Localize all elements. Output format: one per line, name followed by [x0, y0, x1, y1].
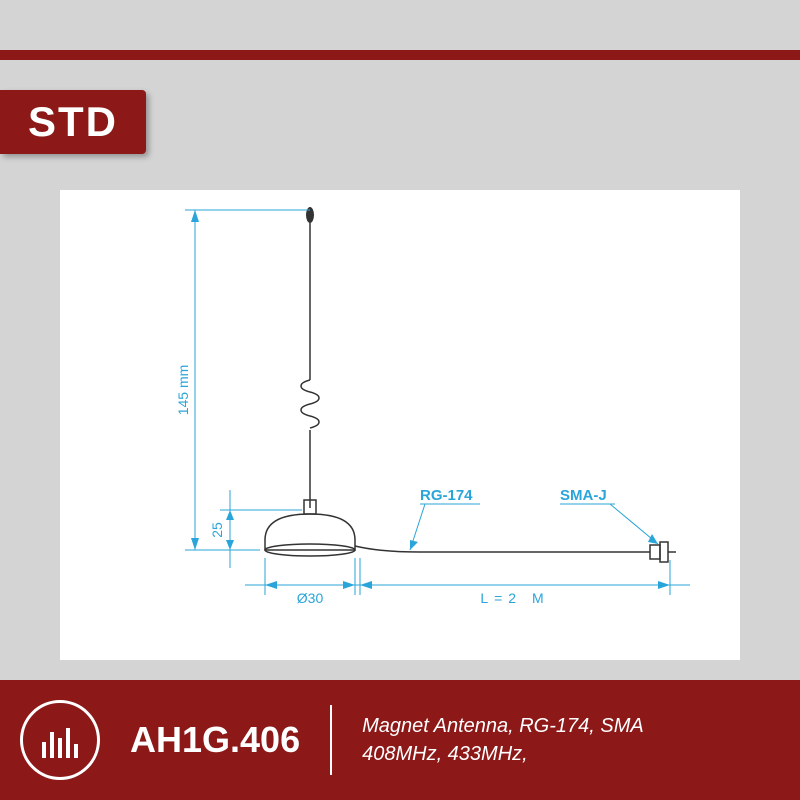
- dim-diameter: Ø30: [245, 558, 375, 606]
- desc-line-1: Magnet Antenna, RG-174, SMA: [362, 712, 644, 740]
- drawing-panel: 145 mm 25 Ø30 L: [60, 190, 740, 660]
- logo-icon: [20, 700, 100, 780]
- antenna-coil: [301, 380, 319, 428]
- callout-rg174-label: RG-174: [420, 487, 473, 504]
- dim-dia-label: Ø30: [297, 590, 324, 606]
- antenna-tip: [306, 207, 314, 223]
- desc-line-2: 408MHz, 433MHz,: [362, 740, 644, 768]
- dim-cable-length: L=2 M: [360, 558, 690, 606]
- dim-height-25: 25: [209, 490, 302, 568]
- antenna-logo-icon: [38, 718, 82, 762]
- product-description: Magnet Antenna, RG-174, SMA 408MHz, 433M…: [362, 712, 644, 768]
- footer-bar: AH1G.406 Magnet Antenna, RG-174, SMA 408…: [0, 680, 800, 800]
- dim-25-label: 25: [209, 522, 225, 538]
- std-badge: STD: [0, 90, 146, 154]
- sma-connector: [650, 542, 676, 562]
- footer-divider: [330, 705, 332, 775]
- dim-len-label: L=2 M: [480, 590, 549, 606]
- callout-sma: SMA-J: [560, 487, 658, 544]
- badge-text: STD: [28, 98, 118, 145]
- callout-sma-label: SMA-J: [560, 487, 607, 504]
- product-code: AH1G.406: [130, 719, 300, 761]
- callout-rg174: RG-174: [410, 487, 480, 550]
- dim-height-145: 145 mm: [175, 210, 310, 550]
- antenna-diagram: 145 mm 25 Ø30 L: [60, 190, 740, 660]
- cable: [355, 546, 650, 552]
- dim-145-label: 145 mm: [175, 365, 191, 416]
- top-accent-bar: [0, 0, 800, 60]
